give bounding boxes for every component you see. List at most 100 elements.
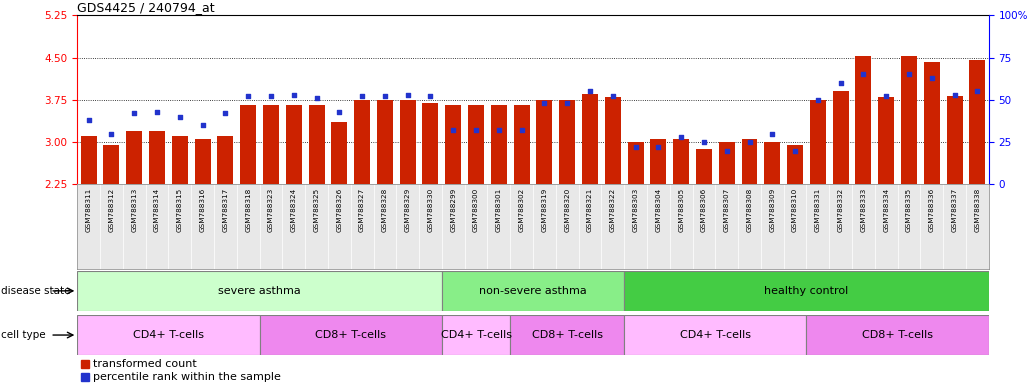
Bar [422,103,439,184]
Bar [442,315,510,355]
Text: cell type: cell type [1,330,45,340]
Point [285,92,302,98]
Point [490,127,507,133]
Bar [764,142,781,184]
Point [126,110,142,116]
Text: GSM788333: GSM788333 [860,188,866,232]
Point [80,117,97,123]
Bar [332,122,347,184]
Point [878,93,894,99]
Bar [77,271,442,311]
Text: GSM788310: GSM788310 [792,188,798,232]
Bar [309,106,324,184]
Text: GSM788311: GSM788311 [85,188,92,232]
Text: GSM788335: GSM788335 [906,188,912,232]
Text: GSM788331: GSM788331 [815,188,821,232]
Text: disease state: disease state [1,286,70,296]
Text: GSM788301: GSM788301 [495,188,502,232]
Point [445,127,461,133]
Text: GSM788323: GSM788323 [268,188,274,232]
Point [969,88,986,94]
Text: GSM788300: GSM788300 [473,188,479,232]
Text: healthy control: healthy control [764,286,849,296]
Text: GSM788309: GSM788309 [769,188,776,232]
Bar [832,91,849,184]
Bar [947,96,963,184]
Point [695,139,712,145]
Bar [627,142,644,184]
Text: GSM788307: GSM788307 [724,188,729,232]
Text: severe asthma: severe asthma [218,286,301,296]
Bar [81,373,89,381]
Text: GSM788322: GSM788322 [610,188,616,232]
Point [924,75,940,81]
Bar [400,100,416,184]
Point [582,88,598,94]
Point [217,110,234,116]
Text: GSM788324: GSM788324 [290,188,297,232]
Text: GSM788329: GSM788329 [405,188,411,232]
Point [559,100,576,106]
Point [650,144,666,150]
Text: GSM788316: GSM788316 [200,188,206,232]
Point [537,100,553,106]
Bar [537,100,552,184]
Bar [217,136,234,184]
Text: GSM788327: GSM788327 [359,188,365,232]
Text: GDS4425 / 240794_at: GDS4425 / 240794_at [77,1,215,14]
Text: GSM788320: GSM788320 [564,188,571,232]
Point [240,93,256,99]
Text: GSM788303: GSM788303 [632,188,639,232]
Text: GSM788302: GSM788302 [519,188,524,232]
Bar [674,139,689,184]
Point [377,93,393,99]
Bar [240,106,256,184]
Point [719,147,735,154]
Bar [149,131,165,184]
Point [787,147,803,154]
Bar [468,106,484,184]
Text: CD4+ T-cells: CD4+ T-cells [441,330,512,340]
Point [172,114,188,120]
Bar [650,139,666,184]
Text: GSM788326: GSM788326 [337,188,342,232]
Point [148,109,165,115]
Text: CD8+ T-cells: CD8+ T-cells [531,330,603,340]
Bar [719,142,734,184]
Point [354,93,371,99]
Bar [491,106,507,184]
Text: GSM788334: GSM788334 [884,188,889,232]
Point [195,122,211,128]
Point [605,93,621,99]
Text: GSM788306: GSM788306 [701,188,707,232]
Bar [605,97,621,184]
Bar [285,106,302,184]
Point [263,93,279,99]
Bar [787,145,803,184]
Text: GSM788337: GSM788337 [952,188,958,232]
Bar [559,100,575,184]
Text: percentile rank within the sample: percentile rank within the sample [93,372,281,382]
Text: CD4+ T-cells: CD4+ T-cells [133,330,204,340]
Bar [514,106,529,184]
Bar [263,106,279,184]
Point [855,71,871,78]
Point [901,71,918,78]
Point [513,127,529,133]
Point [764,131,781,137]
Bar [442,271,624,311]
Point [331,109,347,115]
Point [742,139,758,145]
Point [308,95,324,101]
Text: GSM788328: GSM788328 [382,188,388,232]
Bar [510,315,624,355]
Bar [696,149,712,184]
Text: GSM788304: GSM788304 [655,188,661,232]
Bar [624,271,989,311]
Bar [969,60,986,184]
Text: GSM788313: GSM788313 [131,188,137,232]
Bar [77,315,260,355]
Text: GSM788299: GSM788299 [450,188,456,232]
Text: GSM788338: GSM788338 [974,188,981,232]
Text: GSM788318: GSM788318 [245,188,251,232]
